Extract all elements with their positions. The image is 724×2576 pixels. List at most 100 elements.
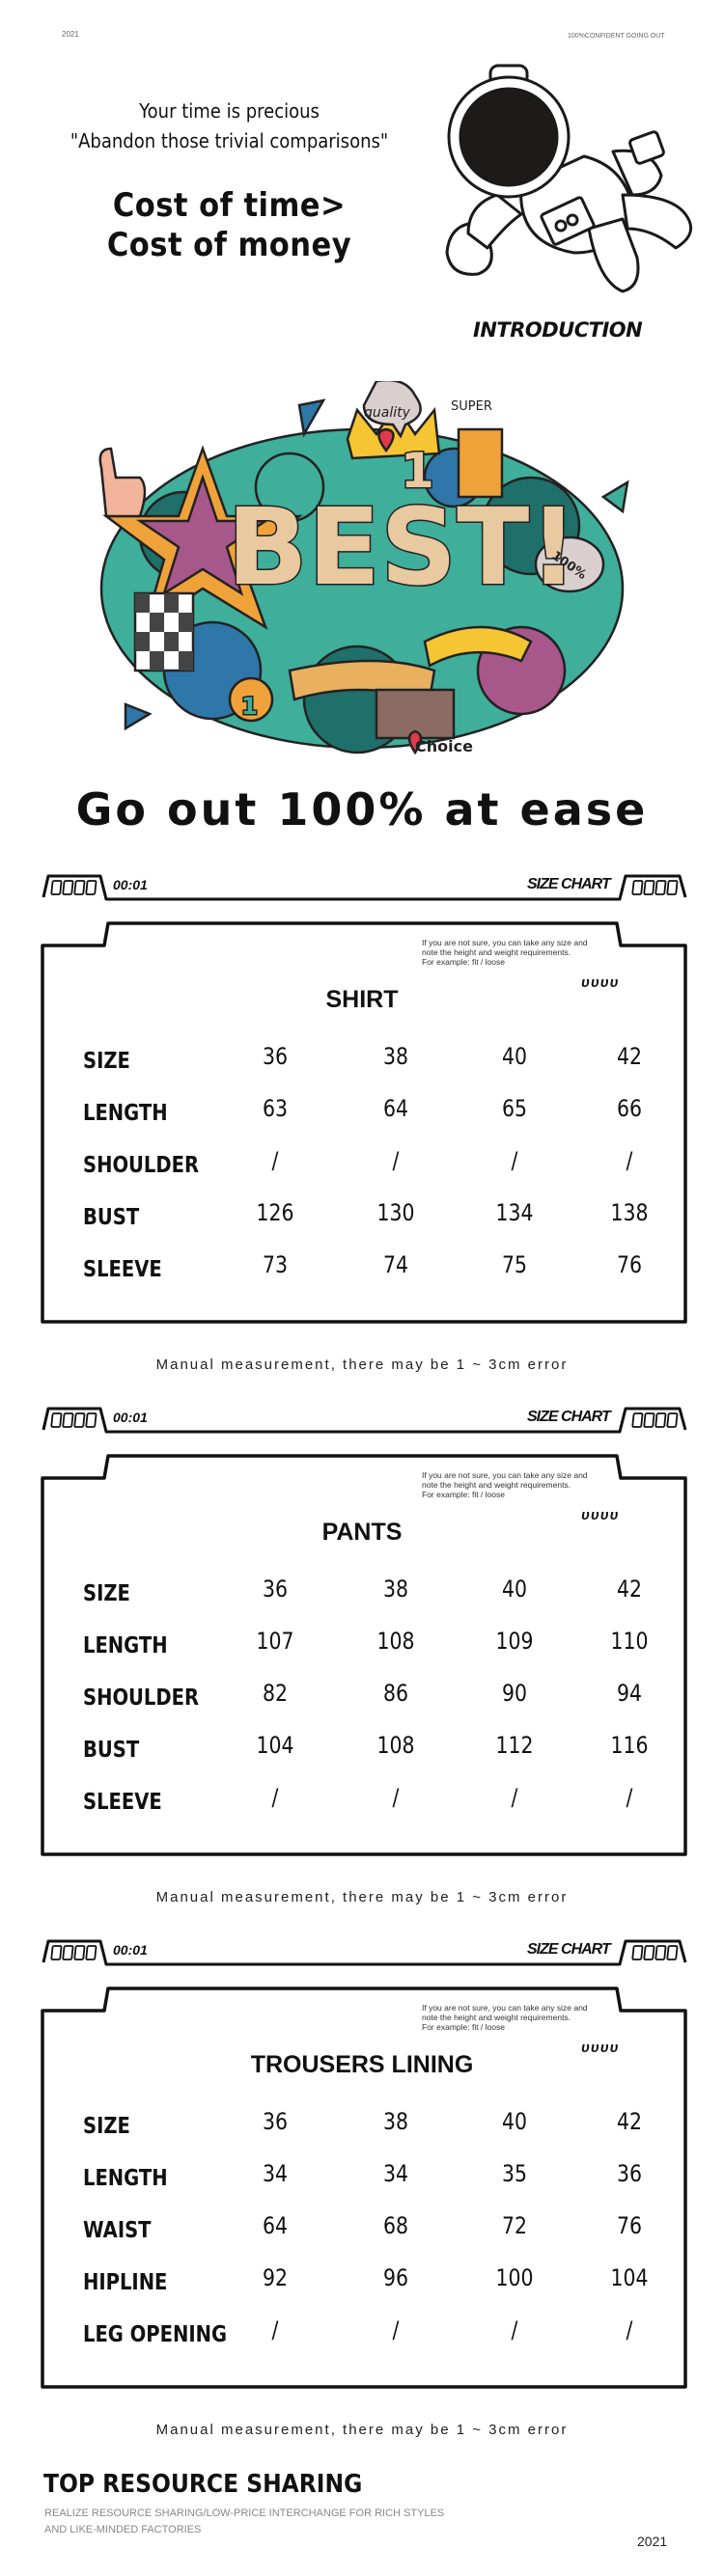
table-cell: 76: [617, 2212, 642, 2239]
table-cell: 108: [376, 1628, 415, 1655]
row-label: HIPLINE: [83, 2270, 168, 2295]
table-cell: 76: [617, 1251, 642, 1278]
best-lettering: BEST!: [227, 485, 577, 609]
table-cell: 40: [502, 1043, 527, 1070]
table-cell: /: [626, 2316, 633, 2343]
table-cell: 74: [383, 1251, 408, 1278]
measurement-error-note: Manual measurement, there may be 1 ~ 3cm…: [155, 1357, 569, 1373]
medal-one-lettering: 1: [241, 693, 258, 720]
size-note-line-3: For example: fit / loose: [422, 957, 505, 967]
best-doodle-illustration: BEST! 1 1 quality SUPER 100% Choice: [98, 381, 629, 755]
header-size-chart-label: SIZE CHART: [527, 1409, 611, 1425]
table-cell: 75: [502, 1251, 527, 1278]
row-label: LENGTH: [83, 1101, 168, 1126]
table-cell: /: [626, 1147, 633, 1174]
one-lettering: 1: [401, 443, 434, 499]
table-cell: /: [392, 2316, 400, 2343]
table-cell: 38: [383, 1576, 408, 1603]
table-cell: /: [392, 1147, 400, 1174]
table-cell: 72: [502, 2212, 527, 2239]
table-cell: 42: [617, 2108, 642, 2135]
size-badge: ᴜᴜᴜᴜ: [581, 1507, 620, 1523]
table-title: SHIRT: [325, 986, 399, 1013]
cost-line-1: Cost of time>: [112, 186, 347, 225]
footer-year: 2021: [637, 2534, 668, 2549]
row-label: SIZE: [83, 2114, 130, 2139]
table-cell: 130: [376, 1199, 415, 1226]
table-cell: /: [271, 1784, 279, 1811]
size-note-line-1: If you are not sure, you can take any si…: [422, 2003, 588, 2013]
table-cell: 40: [502, 2108, 527, 2135]
footer-title: TOP RESOURCE SHARING: [43, 2470, 363, 2499]
table-title: PANTS: [321, 1519, 403, 1546]
row-label: LENGTH: [83, 1633, 168, 1658]
size-badge: ᴜᴜᴜᴜ: [581, 974, 620, 991]
row-label: WAIST: [83, 2218, 152, 2243]
section-header-bar: [42, 874, 687, 901]
table-cell: 34: [263, 2160, 288, 2187]
table-cell: 108: [376, 1732, 415, 1759]
table-cell: 92: [263, 2264, 288, 2291]
table-cell: 36: [263, 2108, 288, 2135]
row-label: BUST: [83, 1738, 140, 1763]
table-cell: 64: [383, 1095, 408, 1122]
size-table-frame: [41, 1454, 687, 1856]
size-note-line-2: note the height and weight requirements.: [422, 947, 571, 957]
choice-lettering: Choice: [415, 737, 473, 755]
size-table-frame: [41, 1987, 687, 2389]
table-cell: /: [511, 2316, 518, 2343]
table-cell: 73: [263, 1251, 288, 1278]
table-cell: 96: [383, 2264, 408, 2291]
measurement-error-note: Manual measurement, there may be 1 ~ 3cm…: [155, 2422, 569, 2438]
table-cell: 90: [502, 1680, 527, 1707]
table-cell: 110: [610, 1628, 649, 1655]
astronaut-illustration: [445, 64, 693, 293]
top-tagline: 100%CONFIDENT GOING OUT: [568, 33, 665, 40]
row-label: LEG OPENING: [83, 2322, 228, 2347]
table-cell: /: [511, 1147, 518, 1174]
table-title: TROUSERS LINING: [250, 2051, 474, 2078]
table-cell: 34: [383, 2160, 408, 2187]
table-cell: 86: [383, 1680, 408, 1707]
section-header-bar: [42, 1407, 687, 1434]
table-cell: 68: [383, 2212, 408, 2239]
size-note-line-1: If you are not sure, you can take any si…: [422, 1470, 588, 1480]
table-cell: 104: [256, 1732, 294, 1759]
row-label: BUST: [83, 1205, 140, 1230]
table-cell: 38: [383, 2108, 408, 2135]
table-cell: 116: [610, 1732, 649, 1759]
quality-lettering: quality: [364, 405, 411, 421]
header-size-chart-label: SIZE CHART: [527, 1941, 611, 1958]
header-size-chart-label: SIZE CHART: [527, 876, 611, 892]
size-table-frame: [41, 921, 687, 1324]
introduction-heading: INTRODUCTION: [473, 318, 643, 342]
row-label: SHOULDER: [83, 1685, 200, 1711]
table-cell: 134: [495, 1199, 534, 1226]
size-note-line-3: For example: fit / loose: [422, 2022, 505, 2032]
table-cell: 82: [263, 1680, 288, 1707]
header-time: 00:01: [113, 1410, 148, 1425]
section-header-bar: [42, 1939, 687, 1966]
table-cell: 63: [263, 1095, 288, 1122]
table-cell: 42: [617, 1576, 642, 1603]
table-cell: 126: [256, 1199, 294, 1226]
table-cell: 36: [263, 1043, 288, 1070]
table-cell: 64: [263, 2212, 288, 2239]
table-cell: 38: [383, 1043, 408, 1070]
size-note-line-2: note the height and weight requirements.: [422, 2013, 571, 2022]
size-note-line-1: If you are not sure, you can take any si…: [422, 938, 588, 947]
table-cell: 40: [502, 1576, 527, 1603]
header-time: 00:01: [113, 1942, 148, 1958]
intro-line-2: "Abandon those trivial comparisons": [70, 129, 389, 152]
table-cell: /: [626, 1784, 633, 1811]
row-label: SIZE: [83, 1049, 130, 1074]
row-label: SIZE: [83, 1581, 130, 1606]
table-cell: 42: [617, 1043, 642, 1070]
table-cell: /: [271, 1147, 279, 1174]
table-cell: 36: [617, 2160, 642, 2187]
table-cell: 66: [617, 1095, 642, 1122]
header-time: 00:01: [113, 877, 148, 892]
footer-subtitle: REALIZE RESOURCE SHARING/LOW-PRICE INTER…: [44, 2507, 445, 2535]
super-lettering: SUPER: [451, 399, 492, 414]
table-cell: 36: [263, 1576, 288, 1603]
